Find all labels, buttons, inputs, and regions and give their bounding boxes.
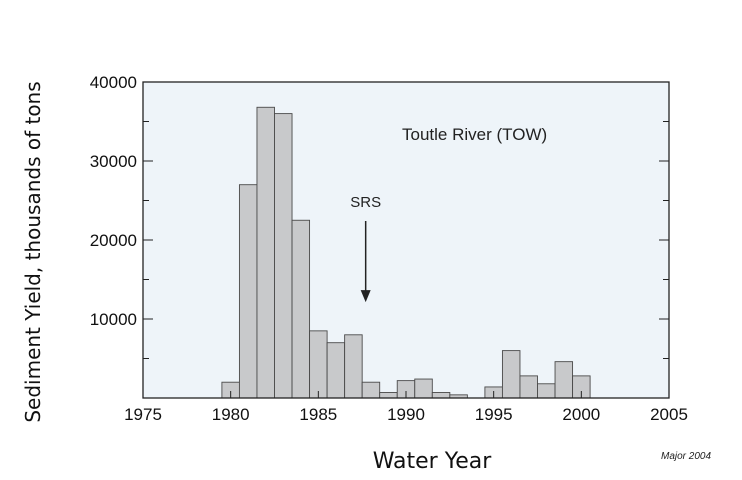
bars-group — [221, 106, 591, 399]
bar-1988 — [361, 381, 381, 399]
bar-1992 — [431, 392, 451, 399]
y-tick-label-30000: 30000 — [90, 152, 137, 171]
y-tick-label-20000: 20000 — [90, 231, 137, 250]
bar-1997 — [519, 375, 538, 399]
y-tick-label-40000: 40000 — [90, 73, 137, 92]
chart-title: Toutle River (TOW) — [402, 125, 547, 144]
x-tick-label-1985: 1985 — [299, 405, 337, 424]
annotation-arrow-head-0 — [360, 290, 371, 303]
x-tick-label-1975: 1975 — [124, 405, 162, 424]
bar-1985 — [309, 330, 328, 399]
y-tick-label-10000: 10000 — [90, 310, 137, 329]
bar-1983 — [274, 113, 293, 399]
y-axis-title: Sediment Yield, thousands of tons — [21, 81, 45, 422]
bar-1996 — [501, 350, 521, 399]
bar-1984 — [291, 219, 311, 399]
x-tick-label-1980: 1980 — [212, 405, 250, 424]
x-tick-label-2000: 2000 — [562, 405, 600, 424]
ticks-group: 1975 1980 1985 1990 1995 2000 2005 10000 20000 30… — [90, 73, 688, 424]
bar-1998 — [537, 383, 556, 399]
bar-1982 — [256, 106, 275, 399]
source-note: Major 2004 — [661, 451, 712, 462]
bar-1989 — [379, 392, 398, 399]
bar-1981 — [238, 184, 258, 399]
bar-1987 — [344, 334, 363, 399]
x-axis-title: Water Year — [373, 449, 493, 474]
x-tick-label-1990: 1990 — [387, 405, 425, 424]
annotation-label-0: SRS — [350, 194, 381, 211]
x-tick-label-2005: 2005 — [650, 405, 688, 424]
plot-area — [143, 82, 669, 398]
bar-1986 — [326, 342, 346, 399]
bar-1999 — [554, 361, 574, 399]
bar-1991 — [414, 378, 433, 399]
x-tick-label-1995: 1995 — [475, 405, 513, 424]
annotations-group: SRS — [350, 194, 381, 303]
